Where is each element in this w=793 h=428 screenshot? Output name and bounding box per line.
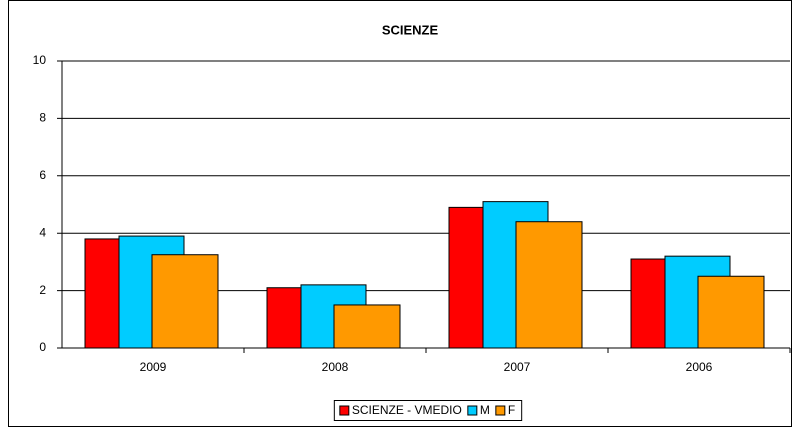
bar bbox=[84, 238, 120, 349]
x-tick-label: 2008 bbox=[322, 360, 349, 374]
bar bbox=[151, 254, 219, 349]
legend-swatch bbox=[467, 405, 478, 416]
x-tick-label: 2006 bbox=[686, 360, 713, 374]
y-tick-label: 4 bbox=[39, 225, 46, 239]
legend-swatch bbox=[339, 405, 350, 416]
y-tick-label: 8 bbox=[39, 111, 46, 125]
bar bbox=[697, 275, 765, 349]
y-tick-label: 2 bbox=[39, 283, 46, 297]
bar bbox=[266, 287, 302, 349]
y-tick-label: 10 bbox=[33, 53, 47, 67]
legend-swatch bbox=[495, 405, 506, 416]
chart-title: SCIENZE bbox=[382, 22, 439, 37]
chart-frame bbox=[8, 0, 792, 427]
bar bbox=[333, 304, 401, 349]
legend-label: M bbox=[480, 403, 490, 417]
bar bbox=[515, 221, 583, 349]
bar bbox=[630, 258, 666, 349]
x-tick-label: 2009 bbox=[140, 360, 167, 374]
legend: SCIENZE - VMEDIO M F bbox=[333, 400, 523, 421]
y-tick-label: 6 bbox=[39, 168, 46, 182]
bar bbox=[448, 206, 484, 349]
y-tick-label: 0 bbox=[39, 340, 46, 354]
x-tick-label: 2007 bbox=[504, 360, 531, 374]
legend-label: F bbox=[508, 403, 515, 417]
legend-label: SCIENZE - VMEDIO bbox=[352, 403, 462, 417]
